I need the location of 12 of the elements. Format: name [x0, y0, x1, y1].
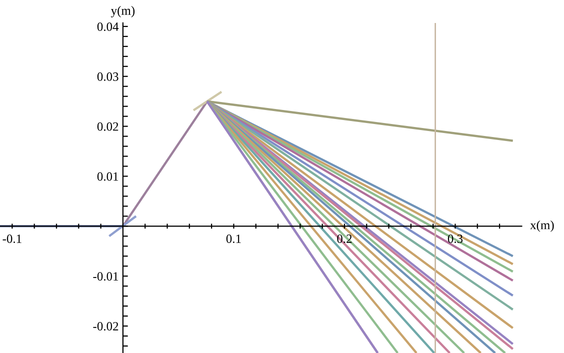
x-tick-label: 0.2 [337, 234, 352, 244]
y-tick-label: 0.02 [97, 122, 118, 131]
y-tick-label: -0.01 [93, 272, 118, 281]
x-tick-label: 0.3 [448, 234, 463, 244]
y-tick-label: 0.01 [97, 172, 118, 181]
x-axis-title: x(m) [530, 220, 554, 232]
y-tick-label: -0.02 [93, 322, 118, 331]
y-tick-label: 0.03 [97, 72, 118, 81]
y-tick-label: 0.04 [97, 22, 119, 31]
x-tick-label: 0.1 [226, 234, 241, 244]
y-axis-title: y(m) [110, 6, 135, 18]
x-tick-label: -0.1 [2, 234, 22, 244]
